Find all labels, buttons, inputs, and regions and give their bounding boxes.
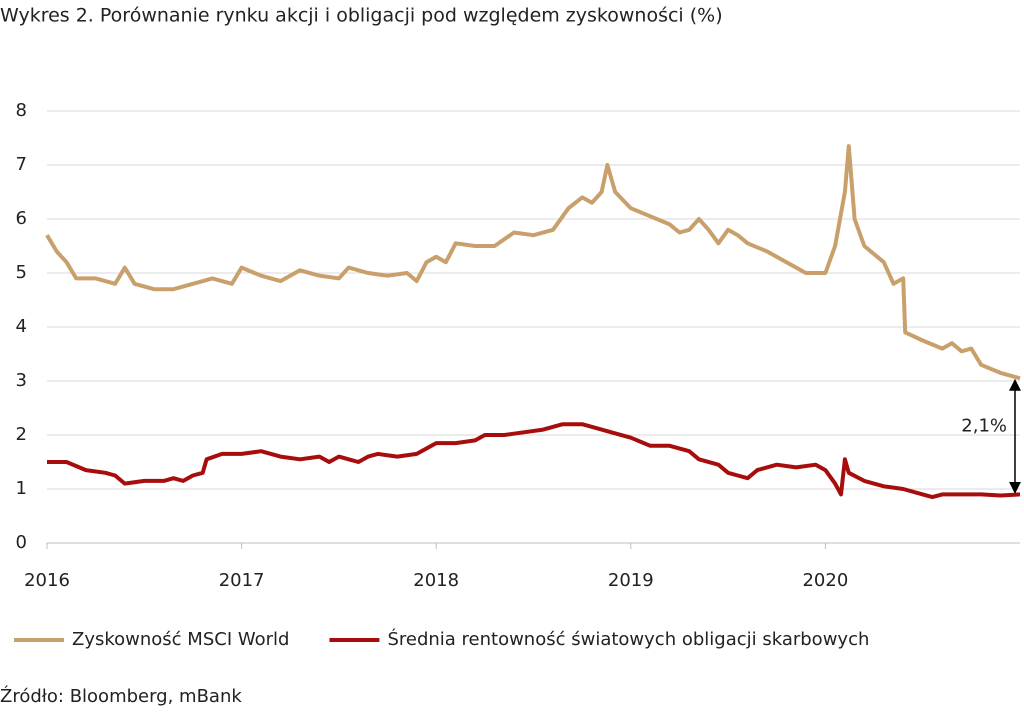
y-tick-label: 3: [16, 370, 27, 391]
y-tick-label: 5: [16, 262, 27, 283]
y-tick-label: 2: [16, 424, 27, 445]
annotation: 2,1%: [961, 415, 1007, 436]
y-tick-label: 8: [16, 100, 27, 121]
y-tick-label: 1: [16, 478, 27, 499]
x-tick-label: 2016: [24, 570, 70, 591]
line-series: [45, 144, 1021, 381]
x-tick-label: 2018: [413, 570, 459, 591]
y-tick-label: 7: [16, 154, 27, 175]
y-tick-label: 0: [16, 532, 27, 553]
line-series: [47, 422, 1021, 500]
x-tick-label: 2020: [802, 570, 848, 591]
y-tick-label: 6: [16, 208, 27, 229]
legend-label: Zyskowność MSCI World: [72, 629, 289, 650]
x-tick-label: 2017: [219, 570, 265, 591]
source: Źródło: Bloomberg, mBank: [0, 685, 242, 707]
x-tick-label: 2019: [608, 570, 654, 591]
chart-title: Wykres 2. Porównanie rynku akcji i oblig…: [0, 5, 723, 27]
legend-label: Średnia rentowność światowych obligacji …: [387, 628, 869, 650]
y-tick-label: 4: [16, 316, 27, 337]
